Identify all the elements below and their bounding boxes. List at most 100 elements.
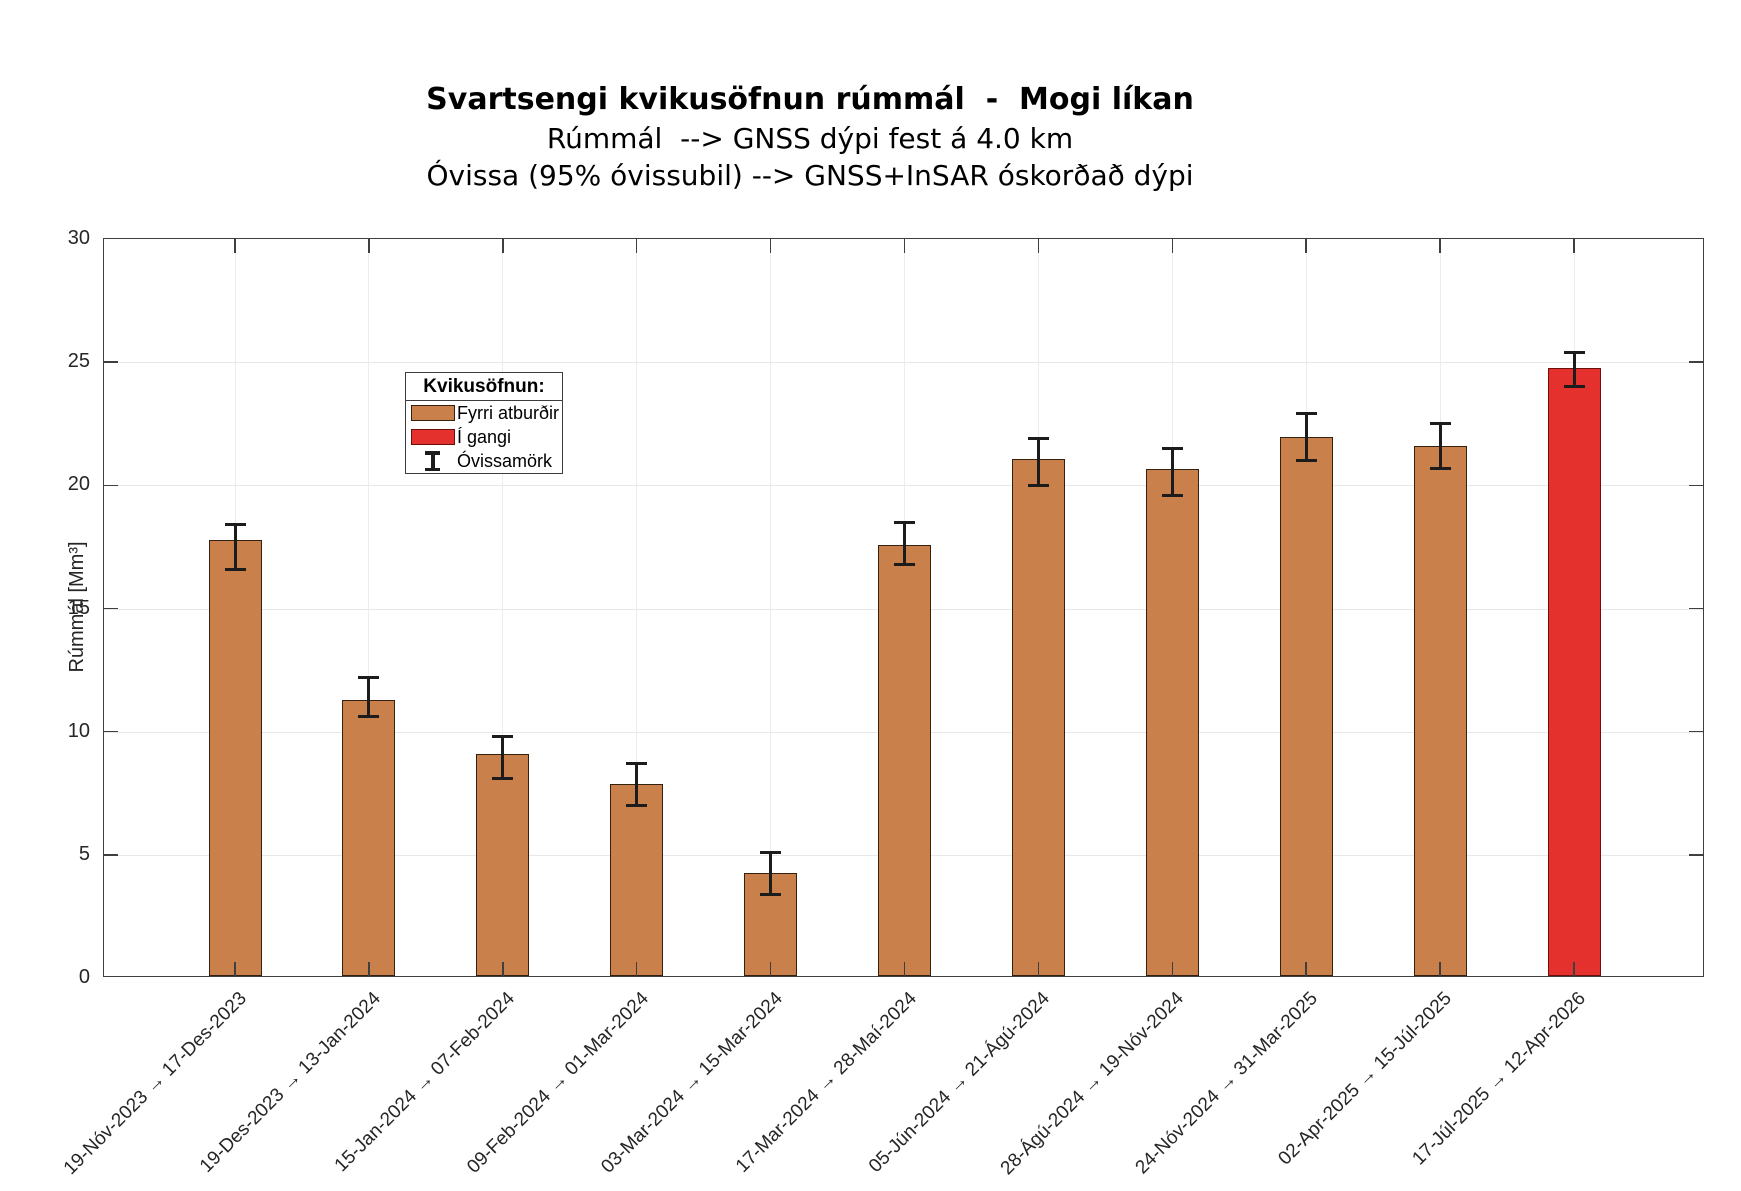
legend-title: Kvikusöfnun: (423, 376, 545, 397)
error-bar-cap-top (358, 675, 380, 679)
y-tick-label: 10 (67, 719, 90, 742)
x-tick-bottom (368, 962, 370, 976)
error-bar-line (1572, 352, 1576, 387)
error-bar-line (635, 763, 639, 806)
error-bar-cap-top (1295, 412, 1317, 416)
error-bar-cap-bottom (1295, 459, 1317, 463)
x-tick-top (635, 239, 638, 253)
legend-item-label: Óvissamörk (457, 450, 553, 471)
legend: Kvikusöfnun: Fyrri atburðir Í gangi Óvis… (405, 372, 563, 474)
x-tick-bottom (1305, 962, 1307, 976)
x-tick-bottom (1573, 962, 1575, 976)
y-tick-label: 30 (67, 227, 90, 249)
error-bar-cap-bottom (760, 892, 782, 896)
error-bar-cap-top (1429, 422, 1451, 426)
y-tick-left (104, 484, 118, 487)
x-tick-bottom (903, 962, 906, 976)
bar (1011, 458, 1065, 976)
legend-item-label: Í gangi (457, 426, 512, 447)
x-tick-top (1573, 239, 1575, 253)
error-bar-cap-bottom (492, 776, 514, 780)
x-tick-bottom (769, 962, 772, 976)
y-tick-right (1689, 484, 1703, 487)
error-bar-cap-bottom (1563, 385, 1585, 389)
y-tick-label: 25 (67, 350, 90, 373)
error-bar-cap-top (1027, 437, 1049, 441)
error-bar-line (1304, 413, 1308, 461)
bar (1145, 468, 1199, 976)
error-bar-line (233, 524, 237, 570)
title-block: Svartsengi kvikusöfnun rúmmál - Mogi lík… (0, 80, 1620, 194)
error-bar-cap-top (492, 735, 514, 739)
bar (476, 754, 530, 976)
gridline-vertical (368, 239, 370, 976)
y-tick-label: 20 (67, 473, 90, 496)
plot-area (103, 238, 1704, 977)
gridline-horizontal (104, 485, 1703, 487)
y-tick-left (104, 607, 118, 610)
x-tick-bottom (1439, 962, 1441, 976)
gridline-vertical (636, 239, 638, 976)
error-bar-cap-top (894, 520, 915, 524)
bar-current (1547, 367, 1601, 976)
error-bar-cap-top (224, 523, 246, 527)
y-tick-right (1689, 607, 1703, 610)
error-bar-cap-top (760, 850, 782, 854)
x-tick-top (368, 239, 370, 253)
error-bar-cap-bottom (626, 804, 648, 808)
x-tick-top (769, 239, 772, 253)
error-bar-cap-top (626, 762, 648, 766)
x-tick-bottom (1037, 962, 1040, 976)
error-bar-line (501, 736, 505, 779)
y-tick-right (1689, 730, 1703, 733)
legend-item-previous: Fyrri atburðir (406, 401, 562, 425)
error-bar-line (1170, 448, 1174, 496)
legend-item-errorbar: Óvissamörk (406, 449, 562, 473)
error-bar-cap-top (1563, 350, 1585, 354)
error-bar-line (1036, 438, 1040, 486)
bar (1413, 446, 1467, 976)
y-tick-label: 5 (78, 842, 90, 865)
error-bar-cap-bottom (1161, 493, 1183, 497)
gridline-horizontal (104, 362, 1703, 364)
x-tick-top (1171, 239, 1174, 253)
bar (342, 700, 396, 976)
error-bar-line (903, 522, 906, 565)
error-bar-cap-bottom (1027, 483, 1049, 487)
x-tick-top (903, 239, 906, 253)
bar (1279, 436, 1333, 976)
error-bar-cap-bottom (894, 562, 915, 566)
error-bar-line (1438, 423, 1442, 469)
x-tick-top (1037, 239, 1040, 253)
x-tick-top (1439, 239, 1441, 253)
error-bar-cap-top (1161, 446, 1183, 450)
y-tick-label: 15 (67, 596, 90, 619)
gridline-vertical (770, 239, 772, 976)
x-tick-bottom (502, 962, 504, 976)
y-tick-label: 0 (78, 966, 90, 988)
error-bar-line (769, 852, 773, 895)
chart-subtitle-1: Rúmmál --> GNSS dýpi fest á 4.0 km (546, 122, 1074, 155)
x-tick-bottom (1171, 962, 1174, 976)
legend-separator (406, 400, 562, 401)
error-bar-cap-bottom (358, 715, 380, 719)
x-tick-bottom (234, 962, 236, 976)
y-tick-left (104, 854, 118, 856)
previous-events-swatch-icon (411, 405, 455, 421)
legend-item-label: Fyrri atburðir (457, 402, 560, 423)
y-tick-left (104, 730, 118, 733)
bar (610, 783, 664, 976)
legend-item-current: Í gangi (406, 425, 562, 449)
x-tick-top (1305, 239, 1307, 253)
x-tick-top (234, 239, 236, 253)
y-tick-right (1689, 361, 1703, 363)
chart-subtitle-2: Óvissa (95% óvissubil) --> GNSS+InSAR ós… (426, 159, 1194, 192)
ongoing-event-swatch-icon (411, 429, 455, 445)
error-bar-icon (411, 451, 455, 471)
bar (208, 540, 262, 976)
chart-title: Svartsengi kvikusöfnun rúmmál - Mogi lík… (426, 82, 1194, 117)
bar (878, 544, 931, 976)
gridline-vertical (502, 239, 504, 976)
x-tick-bottom (635, 962, 638, 976)
